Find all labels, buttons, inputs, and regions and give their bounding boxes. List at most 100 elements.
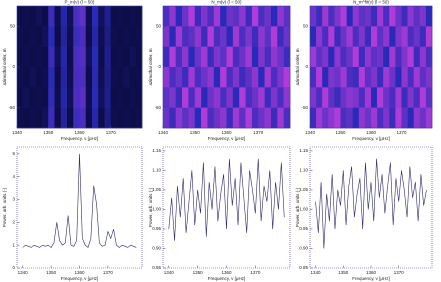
heatmap-cell <box>425 67 433 88</box>
heatmap-cell <box>117 107 124 129</box>
heatmap-cell <box>283 6 291 27</box>
heatmap-cell <box>226 6 234 27</box>
heatmap-cell <box>35 26 43 47</box>
heatmap-cell <box>110 6 118 27</box>
heatmap-cell <box>23 87 30 108</box>
heatmap-cell <box>232 6 240 27</box>
heatmap-cell <box>310 46 317 68</box>
heatmap-cell <box>245 67 253 88</box>
heatmap-cell <box>425 46 433 68</box>
heatmap-cell <box>425 87 433 108</box>
heatmap-cell <box>110 26 118 47</box>
heatmap-cell <box>322 67 329 88</box>
plot-frame <box>16 146 143 269</box>
heatmap-cell <box>277 6 284 27</box>
heatmap-cell <box>48 87 55 108</box>
heatmap-cell <box>163 87 170 108</box>
heatmap-cell <box>117 87 124 108</box>
heatmap-cell <box>352 67 360 88</box>
heatmap-cell <box>220 46 227 68</box>
heatmap-cell <box>92 67 99 88</box>
y-tick-label: 1.05 <box>299 187 308 192</box>
heatmap-cell <box>60 46 68 68</box>
heatmap-cell <box>104 107 112 129</box>
heatmap-cell <box>340 6 347 27</box>
heatmap-cell <box>401 67 408 88</box>
heatmap-cell <box>213 67 221 88</box>
heatmap-cell <box>169 87 176 108</box>
heatmap-cell <box>98 87 105 108</box>
y-tick-label: 0.90 <box>299 246 308 251</box>
heatmap-cell <box>163 26 170 47</box>
chart-title: P_m(ν) (l = 50) <box>65 0 95 5</box>
heatmap-cell <box>413 107 421 129</box>
heatmap-cell <box>364 6 372 27</box>
heatmap-cell <box>226 107 234 129</box>
heatmap-cell <box>413 87 421 108</box>
heatmap-cell <box>395 6 402 27</box>
heatmap-cell <box>346 26 353 47</box>
x-tick-label: 1360 <box>221 270 232 275</box>
heatmap-cell <box>316 107 323 129</box>
heatmap-cell <box>104 26 112 47</box>
heatmap-cell <box>207 6 215 27</box>
heatmap-cell <box>358 46 366 68</box>
heatmap-cell <box>377 46 384 68</box>
heatmap-cell <box>207 107 215 129</box>
heatmap-cell <box>117 6 124 27</box>
heatmap-cell <box>175 6 183 27</box>
heatmap-cell <box>316 87 323 108</box>
heatmap-cell <box>194 26 202 47</box>
heatmap-cell <box>340 87 347 108</box>
y-tick-label: 0 <box>12 64 15 69</box>
heatmap-cell <box>54 6 62 27</box>
heatmap-cell <box>17 67 24 88</box>
heatmap-cell <box>29 107 37 129</box>
heatmap-cell <box>54 67 62 88</box>
heatmap-cell <box>383 6 390 27</box>
x-tick-label: 1350 <box>338 270 349 275</box>
heatmap-cell <box>85 46 93 68</box>
heatmap-cell <box>264 46 272 68</box>
heatmap-cell <box>60 87 68 108</box>
heatmap-cell <box>129 107 137 129</box>
heatmap-cell <box>352 26 360 47</box>
heatmap-cell <box>79 6 87 27</box>
heatmap-cell <box>346 6 353 27</box>
heatmap-cell <box>129 67 137 88</box>
heatmap-cell <box>389 87 396 108</box>
heatmap-cell <box>29 87 37 108</box>
heatmap-cell <box>258 67 265 88</box>
heatmap-cell <box>277 67 284 88</box>
heatmap-cell <box>239 87 246 108</box>
heatmap-cell <box>207 46 215 68</box>
heatmap-cell <box>182 46 189 68</box>
heatmap-cell <box>201 87 208 108</box>
heatmap-cell <box>135 6 143 27</box>
heatmap-cell <box>182 87 189 108</box>
heatmap-cell <box>85 87 93 108</box>
heatmap-cell <box>194 6 202 27</box>
heatmap-cell <box>371 46 378 68</box>
heatmap-cell <box>73 107 80 129</box>
heatmap-cell <box>73 6 80 27</box>
heatmap-cell <box>270 46 278 68</box>
heatmap-cell <box>201 46 208 68</box>
data-line <box>315 158 427 249</box>
x-axis-label: Frequency, ν [μHz] <box>61 276 99 281</box>
y-tick-label: 1.15 <box>299 148 308 153</box>
heatmap-cell <box>383 67 390 88</box>
heatmap-cell <box>371 87 378 108</box>
heatmap-cell <box>334 46 341 68</box>
heatmap-cell <box>48 67 55 88</box>
heatmap-cell <box>182 107 189 129</box>
y-tick-label: 1.10 <box>299 168 308 173</box>
heatmap-cell <box>413 46 421 68</box>
x-tick-label: 1370 <box>396 130 407 135</box>
heatmap-cell <box>226 46 234 68</box>
heatmap-cell <box>364 87 372 108</box>
heatmap-cell <box>340 67 347 88</box>
heatmap-cell <box>213 6 221 27</box>
heatmap-cell <box>92 26 99 47</box>
heatmap-cell <box>270 67 278 88</box>
